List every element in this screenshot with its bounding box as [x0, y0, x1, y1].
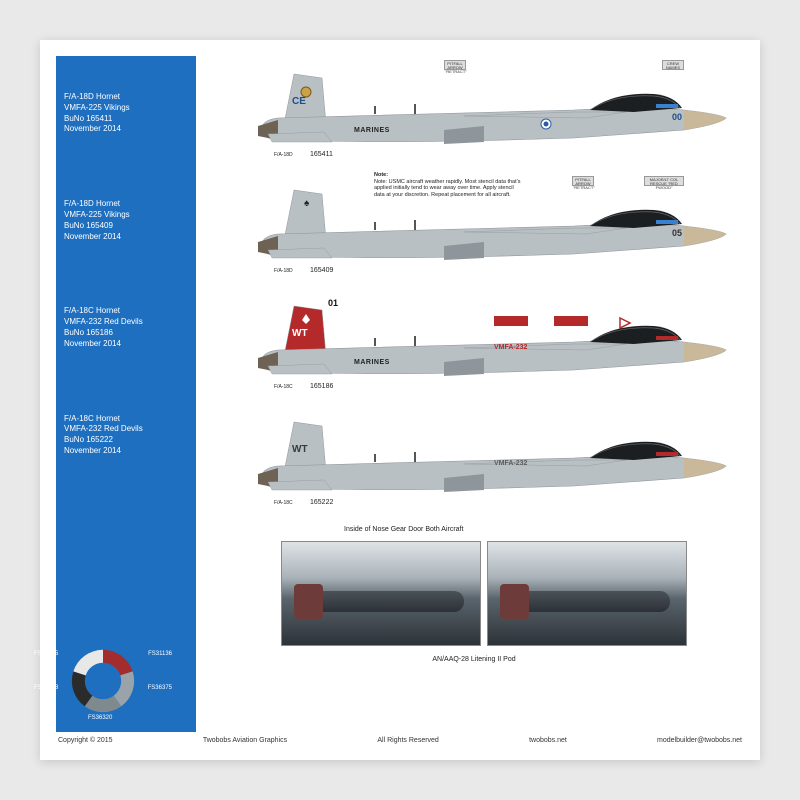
entry-unit: VMFA-232 Red Devils	[64, 424, 188, 435]
svg-text:165186: 165186	[310, 383, 333, 390]
jet-profile-svg: WT VMFA-232 F/A-18C 165222	[204, 408, 744, 518]
footer-brand: Twobobs Aviation Graphics	[203, 737, 287, 744]
svg-text:F/A-18D: F/A-18D	[274, 152, 293, 158]
photo-block	[281, 541, 481, 646]
footer-email: modelbuilder@twobobs.net	[657, 737, 742, 744]
photo-block	[487, 541, 687, 646]
entry-unit: VMFA-225 Vikings	[64, 210, 188, 221]
placard-pitfall: PITFALL ARROW "RETRACT"	[444, 60, 466, 70]
svg-text:WT: WT	[292, 444, 308, 455]
svg-text:165411: 165411	[310, 151, 333, 158]
wheel-seg-5	[73, 650, 103, 676]
svg-text:05: 05	[672, 228, 682, 238]
profile-row: CE MARINES 00 F/A-18D 165411 PITFALL ARR…	[204, 60, 744, 170]
svg-text:165409: 165409	[310, 267, 333, 274]
entry-date: November 2014	[64, 232, 188, 243]
svg-text:♠: ♠	[304, 198, 310, 209]
jet-profile-svg: WT MARINES VMFA-232 01 F/A-18C 165186	[204, 292, 744, 402]
aircraft-entry: F/A-18D Hornet VMFA-225 Vikings BuNo 165…	[64, 199, 188, 242]
footer-site: twobobs.net	[529, 737, 567, 744]
entry-unit: VMFA-232 Red Devils	[64, 317, 188, 328]
svg-text:CE: CE	[292, 96, 306, 107]
svg-text:F/A-18D: F/A-18D	[274, 268, 293, 274]
entry-type: F/A-18D Hornet	[64, 199, 188, 210]
entry-type: F/A-18C Hornet	[64, 414, 188, 425]
entry-date: November 2014	[64, 446, 188, 457]
jet-profile-svg: CE MARINES 00 F/A-18D 165411	[204, 60, 744, 170]
svg-text:WT: WT	[292, 328, 308, 339]
color-reference-wheel: FS37875 FS31136 FS37038 FS36375 FS36320	[64, 642, 142, 720]
page-sheet: F/A-18D Hornet VMFA-225 Vikings BuNo 165…	[40, 40, 760, 760]
entry-date: November 2014	[64, 124, 188, 135]
profiles-column: CE MARINES 00 F/A-18D 165411 PITFALL ARR…	[204, 56, 744, 732]
entry-buno: BuNo 165186	[64, 328, 188, 339]
fs-label: FS31136	[148, 650, 172, 658]
weather-note-text: Note: USMC aircraft weather rapidly. Mos…	[374, 179, 520, 198]
page-footer: Copyright © 2015 Twobobs Aviation Graphi…	[56, 732, 744, 744]
entry-type: F/A-18D Hornet	[64, 92, 188, 103]
placard-crew: CREW NAMES	[662, 60, 684, 70]
aircraft-entry: F/A-18C Hornet VMFA-232 Red Devils BuNo …	[64, 414, 188, 457]
entry-buno: BuNo 165409	[64, 221, 188, 232]
svg-text:165222: 165222	[310, 499, 333, 506]
profile-row: WT VMFA-232 F/A-18C 165222	[204, 408, 744, 518]
main-row: F/A-18D Hornet VMFA-225 Vikings BuNo 165…	[56, 56, 744, 732]
entry-buno: BuNo 165222	[64, 435, 188, 446]
footer-copyright: Copyright © 2015	[58, 737, 113, 744]
info-sidebar: F/A-18D Hornet VMFA-225 Vikings BuNo 165…	[56, 56, 196, 732]
reference-photos	[204, 541, 744, 648]
svg-text:VMFA-232: VMFA-232	[494, 460, 528, 467]
photo-caption: AN/AAQ-28 Litening II Pod	[204, 656, 744, 663]
svg-text:F/A-18C: F/A-18C	[274, 500, 293, 506]
svg-text:MARINES: MARINES	[354, 127, 390, 134]
svg-text:00: 00	[672, 112, 682, 122]
weather-note: Note:Note: USMC aircraft weather rapidly…	[374, 172, 524, 198]
entry-date: November 2014	[64, 339, 188, 350]
svg-text:MARINES: MARINES	[354, 359, 390, 366]
wheel-seg-1	[103, 650, 133, 676]
svg-text:01: 01	[328, 298, 338, 308]
aircraft-entry: F/A-18C Hornet VMFA-232 Red Devils BuNo …	[64, 306, 188, 349]
fs-label: FS37038	[34, 684, 58, 692]
profile-row: WT MARINES VMFA-232 01 F/A-18C 165186	[204, 292, 744, 402]
entry-buno: BuNo 165411	[64, 114, 188, 125]
fs-label: FS37875	[34, 650, 58, 658]
litening-pod-photo	[281, 541, 481, 646]
placard-rescue: MAJOR/LT COL RESCUE "RED FWOOD"	[644, 176, 684, 186]
footer-rights: All Rights Reserved	[377, 737, 438, 744]
fs-label: FS36320	[88, 714, 112, 722]
fs-label: FS36375	[148, 684, 172, 692]
svg-text:F/A-18C: F/A-18C	[274, 384, 293, 390]
nose-gear-caption: Inside of Nose Gear Door Both Aircraft	[344, 526, 744, 533]
entry-type: F/A-18C Hornet	[64, 306, 188, 317]
entry-unit: VMFA-225 Vikings	[64, 103, 188, 114]
litening-pod-photo	[487, 541, 687, 646]
layout-root: F/A-18D Hornet VMFA-225 Vikings BuNo 165…	[56, 56, 744, 744]
svg-text:VMFA-232: VMFA-232	[494, 344, 528, 351]
profile-row: ♠ 05 F/A-18D 165409 Note:Note: U	[204, 176, 744, 286]
placard-pitfall: PITFALL ARROW "RETRACT"	[572, 176, 594, 186]
aircraft-entry: F/A-18D Hornet VMFA-225 Vikings BuNo 165…	[64, 92, 188, 135]
